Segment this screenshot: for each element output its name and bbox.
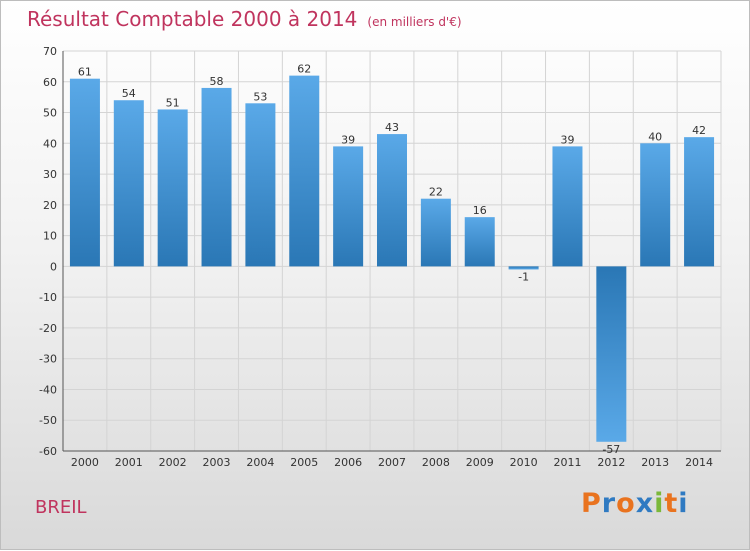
data-label-2008: 22 xyxy=(429,186,443,199)
y-tick-label: 60 xyxy=(43,76,57,89)
bar-2003 xyxy=(201,87,232,267)
x-tick-label: 2001 xyxy=(115,456,143,469)
logo-letter: o xyxy=(616,488,636,519)
logo-letter: i xyxy=(678,488,689,519)
proxiti-logo: Proxiti xyxy=(581,488,689,519)
x-tick-label: 2003 xyxy=(203,456,231,469)
x-tick-label: 2011 xyxy=(553,456,581,469)
x-tick-label: 2005 xyxy=(290,456,318,469)
x-tick-label: 2010 xyxy=(510,456,538,469)
data-label-2005: 62 xyxy=(297,63,311,76)
chart-title-text: Résultat Comptable 2000 à 2014 xyxy=(27,7,358,31)
x-tick-label: 2008 xyxy=(422,456,450,469)
bar-2004 xyxy=(245,103,276,267)
commune-name: BREIL xyxy=(35,497,87,518)
y-tick-label: 20 xyxy=(43,199,57,212)
x-tick-label: 2009 xyxy=(466,456,494,469)
data-label-2010: -1 xyxy=(518,270,529,283)
data-label-2006: 39 xyxy=(341,133,355,146)
data-label-2007: 43 xyxy=(385,121,399,134)
logo-letter: t xyxy=(664,488,679,519)
x-tick-label: 2013 xyxy=(641,456,669,469)
data-label-2001: 54 xyxy=(122,87,136,100)
data-label-2011: 39 xyxy=(560,133,574,146)
data-labels: 61 54 51 58 53 62 39 43 22 16 -1 39 -57 40 42 xyxy=(78,63,706,456)
data-label-2012: -57 xyxy=(602,443,620,456)
y-tick-label: 40 xyxy=(43,137,57,150)
data-label-2002: 51 xyxy=(166,96,180,109)
data-label-2003: 58 xyxy=(210,75,224,88)
bar-2007 xyxy=(377,134,407,267)
x-tick-label: 2002 xyxy=(159,456,187,469)
bar-2010 xyxy=(508,266,539,270)
bar-2002 xyxy=(157,109,188,267)
bar-2011 xyxy=(552,146,583,267)
y-tick-label: -50 xyxy=(39,414,57,427)
chart-title: Résultat Comptable 2000 à 2014 (en millie… xyxy=(27,7,462,31)
y-tick-label: 70 xyxy=(43,45,57,58)
x-tick-label: 2006 xyxy=(334,456,362,469)
logo-letter: P xyxy=(581,488,602,519)
data-label-2000: 61 xyxy=(78,66,92,79)
bar-2008 xyxy=(420,198,451,267)
bar-2005 xyxy=(289,75,320,267)
y-tick-label: 0 xyxy=(50,260,57,273)
y-tick-label: -30 xyxy=(39,353,57,366)
data-label-2014: 42 xyxy=(692,124,706,137)
bars xyxy=(69,75,715,442)
x-tick-label: 2012 xyxy=(597,456,625,469)
logo-letter: r xyxy=(601,488,617,519)
x-tick-label: 2000 xyxy=(71,456,99,469)
x-tick-label: 2007 xyxy=(378,456,406,469)
data-label-2013: 40 xyxy=(648,130,662,143)
bar-2006 xyxy=(333,146,364,267)
y-tick-label: 50 xyxy=(43,107,57,120)
bar-2001 xyxy=(113,100,144,267)
x-tick-label: 2014 xyxy=(685,456,713,469)
bar-2012 xyxy=(596,266,627,442)
bar-2013 xyxy=(640,143,671,267)
y-tick-label: 10 xyxy=(43,230,57,243)
data-label-2009: 16 xyxy=(473,204,487,217)
y-tick-label: 30 xyxy=(43,168,57,181)
y-tick-label: -40 xyxy=(39,383,57,396)
data-label-2004: 53 xyxy=(253,90,267,103)
bar-2014 xyxy=(684,137,715,267)
logo-letter: i xyxy=(654,488,665,519)
y-tick-label: -10 xyxy=(39,291,57,304)
x-tick-label: 2004 xyxy=(246,456,274,469)
y-tick-label: -20 xyxy=(39,322,57,335)
y-tick-label: -60 xyxy=(39,445,57,458)
chart-subtitle: (en milliers d'€) xyxy=(367,15,462,29)
bar-2000 xyxy=(69,78,100,267)
logo-letter: x xyxy=(635,488,655,519)
bar-2009 xyxy=(464,217,495,267)
